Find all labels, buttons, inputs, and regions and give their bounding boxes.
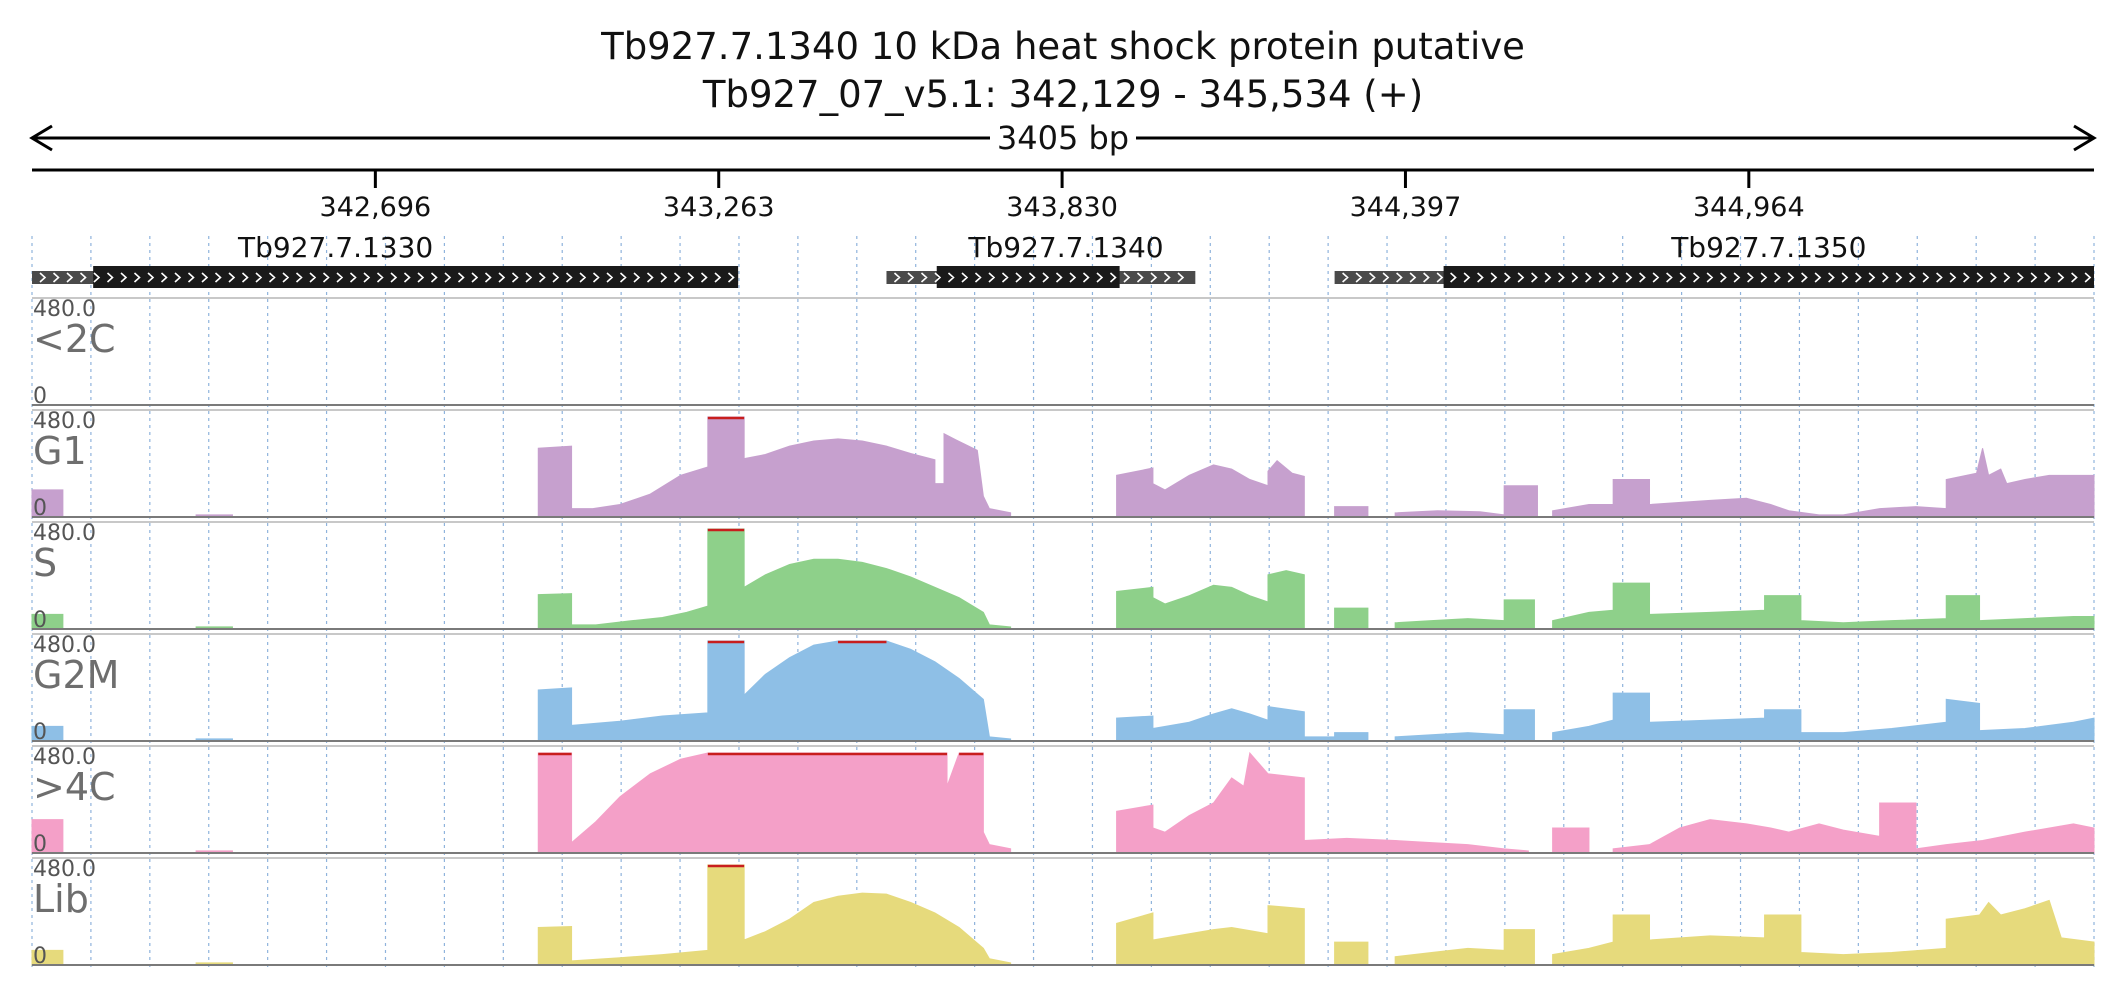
gene-label: Tb927.7.1350 [1670, 231, 1866, 264]
coverage-track: 480.0 0 >4C [31, 745, 2095, 857]
gene-cds-bar [93, 266, 739, 288]
strand-arrow-icon [1342, 272, 2092, 283]
arrow-left-icon [29, 124, 53, 152]
y-max-label: 480.0 [33, 745, 96, 770]
track-name-label: >4C [33, 765, 116, 809]
track-name-label: G1 [33, 429, 87, 473]
locus-coordinates: Tb927_07_v5.1: 342,129 - 345,534 (+) [702, 73, 1423, 116]
x-tick-label: 343,263 [663, 192, 775, 223]
coverage-track: 480.0 0 G2M [31, 633, 2095, 745]
track-name-label: S [33, 541, 57, 585]
y-min-label: 0 [33, 720, 47, 745]
coverage-track: 480.0 0 <2C [32, 297, 2094, 409]
y-max-label: 480.0 [33, 857, 96, 882]
gene-annotation-track: Tb927.7.1330 Tb927.7.1340 Tb927.7.1350 [32, 231, 2094, 288]
coverage-track: 480.0 0 G1 [31, 409, 2095, 521]
y-max-label: 480.0 [33, 633, 96, 658]
coverage-area [31, 416, 2095, 518]
strand-arrow-icon [893, 272, 1185, 283]
y-max-label: 480.0 [33, 297, 96, 322]
y-min-label: 0 [33, 832, 47, 857]
y-min-label: 0 [33, 384, 47, 409]
coverage-track: 480.0 0 Lib [31, 857, 2095, 969]
span-length-label: 3405 bp [997, 119, 1129, 157]
coverage-area [31, 528, 2095, 630]
coverage-area [31, 751, 2095, 854]
coordinate-ticks: 342,696 343,263 343,830 344,397 344,964 [320, 170, 1805, 223]
y-max-label: 480.0 [33, 521, 96, 546]
track-name-label: Lib [33, 877, 89, 921]
gene-cds-bar [1443, 266, 2094, 288]
y-min-label: 0 [33, 608, 47, 633]
gene-label: Tb927.7.1330 [237, 231, 433, 264]
track-name-label: G2M [33, 653, 119, 697]
arrow-right-icon [2073, 124, 2097, 152]
coverage-tracks: 480.00<2C480.00G1480.00S480.00G2M480.00>… [31, 297, 2095, 969]
coverage-area [31, 864, 2095, 966]
gene-label: Tb927.7.1340 [967, 231, 1163, 264]
track-name-label: <2C [33, 317, 116, 361]
span-indicator: 3405 bp [29, 119, 2097, 157]
gene-title: Tb927.7.1340 10 kDa heat shock protein p… [600, 25, 1525, 68]
y-min-label: 0 [33, 496, 47, 521]
x-tick-label: 344,397 [1350, 192, 1462, 223]
x-tick-label: 342,696 [320, 192, 432, 223]
x-tick-label: 344,964 [1693, 192, 1805, 223]
y-min-label: 0 [33, 944, 47, 969]
strand-arrow-icon [39, 272, 735, 283]
gene-cds-bar [936, 266, 1120, 288]
x-tick-label: 343,830 [1006, 192, 1118, 223]
coverage-track: 480.0 0 S [31, 521, 2095, 633]
coverage-area [31, 640, 2095, 742]
y-max-label: 480.0 [33, 409, 96, 434]
